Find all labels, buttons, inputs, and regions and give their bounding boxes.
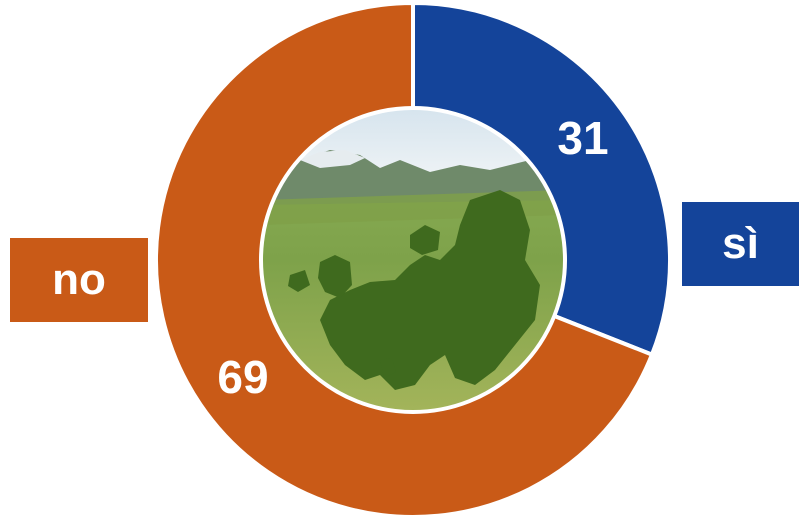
data-label-no: 69 [217,351,268,403]
center-ring [259,106,567,414]
legend-label-si: sì [722,219,759,268]
legend-box-no: no [10,238,148,322]
legend-label-no: no [52,255,106,304]
data-labels: 31 69 [217,112,608,403]
europe-map-on-meadow-photo [261,108,565,412]
data-label-si: 31 [557,112,608,164]
legend-box-si: sì [682,202,799,286]
